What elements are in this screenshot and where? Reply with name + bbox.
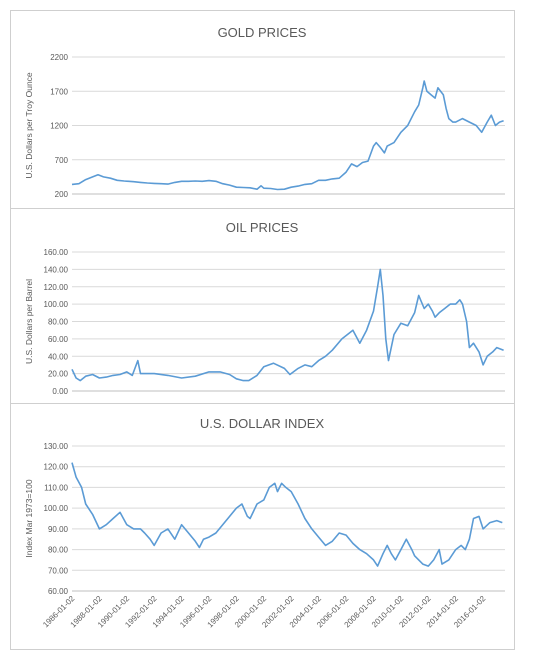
y-tick-label: 100.00	[44, 300, 69, 309]
series-line-3	[71, 462, 503, 567]
y-tick-label: 700	[55, 156, 69, 165]
panel-divider-2	[10, 403, 515, 404]
series-line-2	[71, 268, 504, 382]
y-tick-label: 130.00	[44, 442, 69, 451]
y-axis-label-3: Index Mar 1973=100	[24, 479, 34, 557]
y-tick-label: 120.00	[44, 283, 69, 292]
y-tick-label: 80.00	[48, 318, 69, 327]
y-tick-label: 140.00	[44, 265, 69, 274]
y-tick-label: 90.00	[48, 525, 69, 534]
y-tick-label: 0.00	[52, 387, 68, 396]
y-tick-label: 200	[55, 190, 69, 199]
y-tick-label: 20.00	[48, 370, 69, 379]
y-axis-label-2: U.S. Dollars per Barrel	[24, 279, 34, 364]
y-tick-label: 70.00	[48, 566, 69, 575]
y-tick-label: 80.00	[48, 546, 69, 555]
y-tick-label: 1700	[50, 87, 68, 96]
y-tick-label: 110.00	[44, 483, 68, 492]
chart-frame	[10, 10, 515, 650]
y-tick-label: 2200	[50, 53, 68, 62]
y-tick-label: 60.00	[48, 587, 69, 596]
series-line-1	[71, 80, 504, 191]
chart-title-2: OIL PRICES	[226, 220, 299, 235]
chart-title-1: GOLD PRICES	[218, 25, 307, 40]
y-tick-label: 1200	[50, 122, 68, 131]
y-tick-label: 40.00	[48, 352, 69, 361]
chart-title-3: U.S. DOLLAR INDEX	[200, 416, 325, 431]
y-tick-label: 120.00	[44, 463, 69, 472]
y-axis-label-1: U.S. Dollars per Troy Ounce	[24, 72, 34, 179]
y-tick-label: 160.00	[44, 248, 69, 257]
y-tick-label: 60.00	[48, 335, 69, 344]
y-tick-label: 100.00	[44, 504, 69, 513]
panel-divider-1	[10, 208, 515, 209]
